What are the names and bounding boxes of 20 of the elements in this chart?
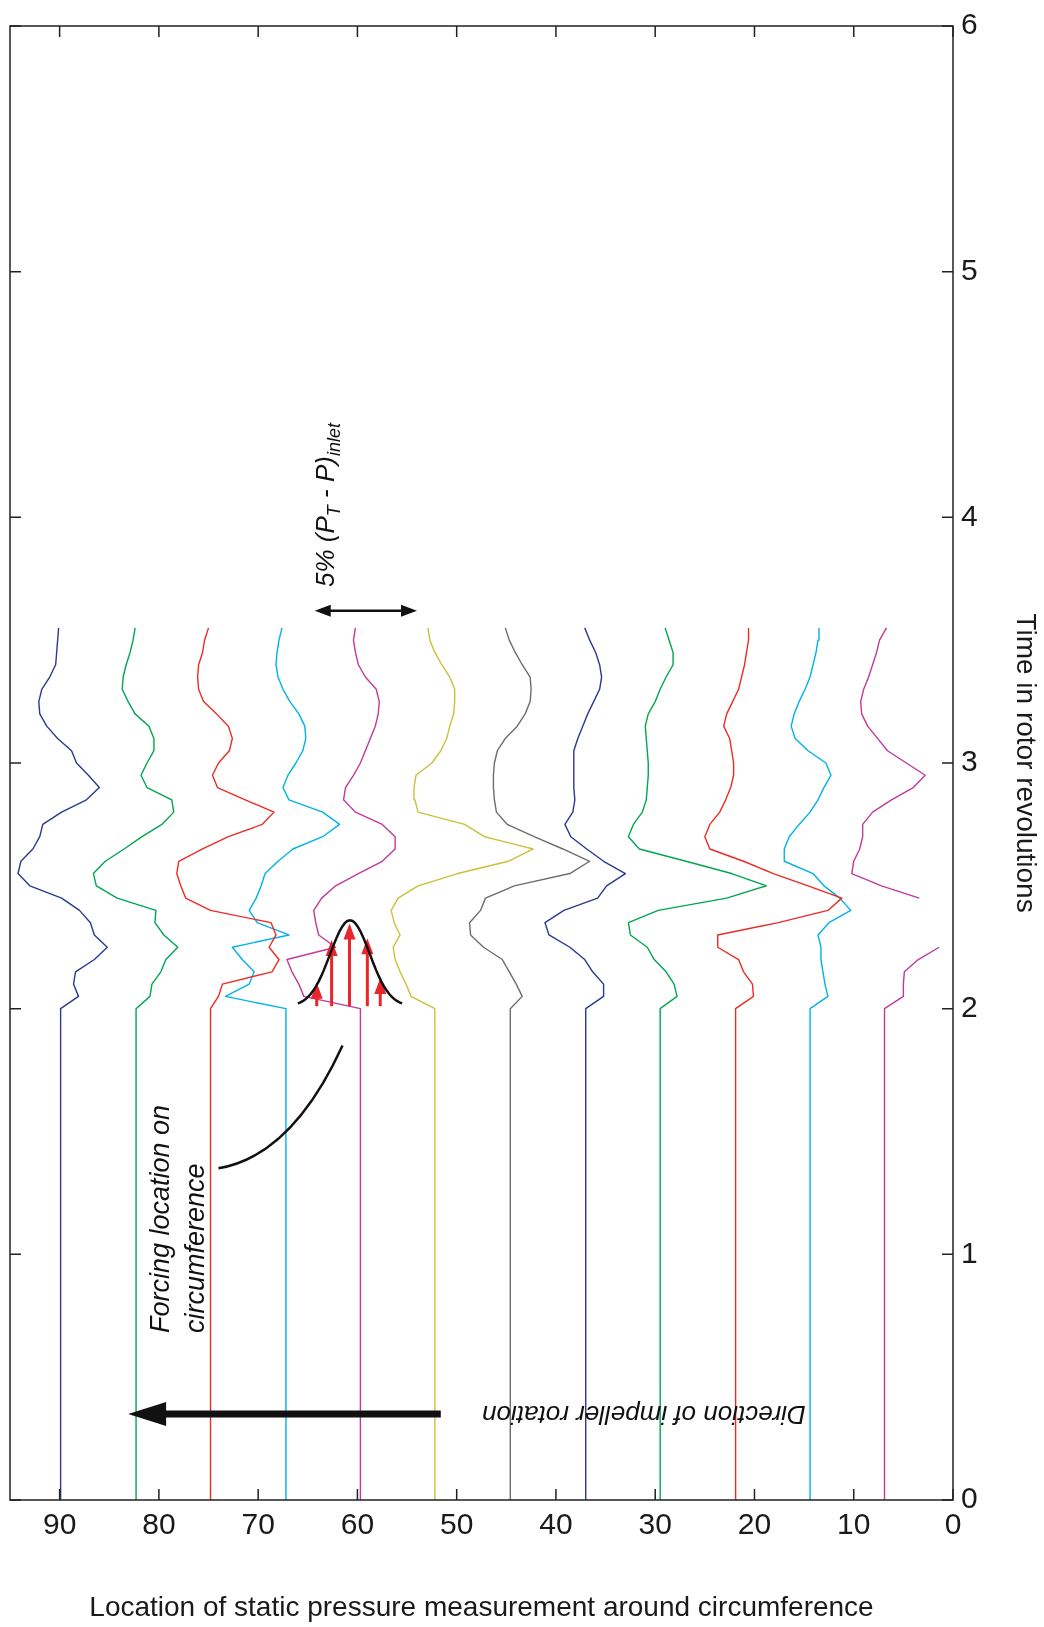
x-tick-label: 40 [539, 1507, 573, 1541]
x-tick-label: 60 [340, 1507, 375, 1541]
x-tick-label: 30 [638, 1507, 672, 1541]
y-tick-label: 6 [961, 7, 978, 41]
annotation: Forcing location on circumference [143, 1103, 211, 1334]
annotation: Direction of impeller rotation [482, 1398, 807, 1432]
y-tick-label: 0 [961, 1481, 978, 1515]
y-tick-label: 2 [961, 989, 978, 1023]
y-tick-label: 5 [961, 252, 978, 286]
y-tick-label: 3 [961, 744, 978, 778]
x-tick-label: 90 [42, 1507, 77, 1541]
x-tick-label: 70 [241, 1507, 275, 1541]
x-tick-label: 20 [737, 1507, 772, 1541]
x-axis-title: Location of static pressure measurement around circumference [89, 1590, 874, 1622]
y-axis-title: Time in rotor revolutions [1011, 613, 1043, 913]
x-tick-label: 10 [837, 1507, 871, 1541]
y-tick-label: 4 [961, 498, 978, 532]
y-tick-label: 1 [961, 1235, 978, 1269]
x-tick-label: 80 [142, 1507, 176, 1541]
x-tick-label: 50 [440, 1507, 474, 1541]
